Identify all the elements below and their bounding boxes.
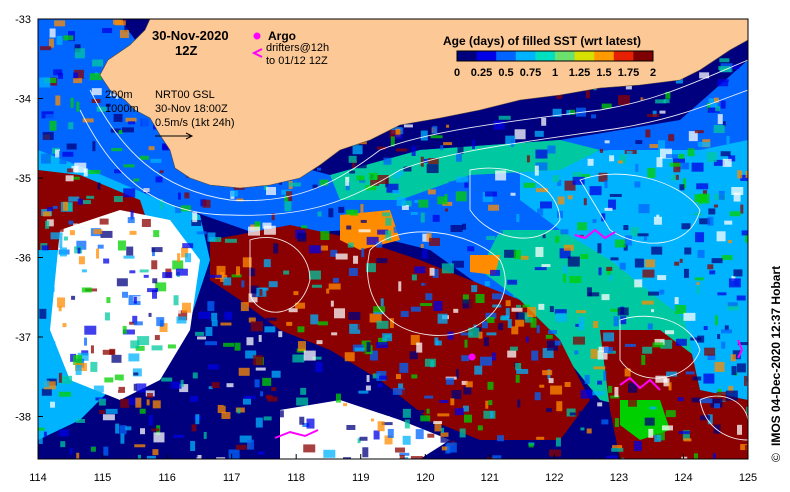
colorbar-tick-label: 1.75 [618, 67, 639, 79]
lon-tick-label: 122 [545, 472, 563, 484]
longitude-axis: 114 115 116 117 118 119 120 121 122 123 124 125 [29, 454, 757, 484]
colorbar-tick-label: 0.5 [498, 67, 513, 79]
colorbar-swatch [633, 51, 654, 61]
lat-tick-label: -38 [15, 412, 31, 424]
lon-tick-label: 114 [29, 472, 47, 484]
lon-tick-label: 124 [674, 472, 692, 484]
colorbar-tick-label: 1 [552, 67, 558, 79]
colorbar-tick-label: 0 [454, 67, 460, 79]
colorbar-tick-label: 1.25 [569, 67, 590, 79]
colorbar-title: Age (days) of filled SST (wrt latest) [443, 34, 641, 48]
argo-float-marker [468, 353, 476, 361]
drifter-tracks [274, 228, 744, 439]
sst-region-darkred [210, 225, 590, 440]
sst-region-lightblue-se [680, 290, 748, 400]
colorbar-swatch [515, 51, 536, 61]
lon-tick-label: 123 [610, 472, 628, 484]
colorbar-ticks: 0 0.25 0.5 0.75 1 1.25 1.5 1.75 2 [454, 67, 656, 79]
velocity-scale-arrow [155, 132, 194, 140]
drifter-legend-label-1: drifters@12h [266, 42, 329, 54]
lon-tick-label: 121 [481, 472, 499, 484]
product-label-1: NRT00 GSL [155, 89, 215, 101]
drifter-legend-label-2: to 01/12 12Z [266, 55, 328, 67]
date-label: 30-Nov-2020 [152, 28, 229, 43]
colorbar-swatch [476, 51, 497, 61]
lon-tick-label: 118 [287, 472, 305, 484]
product-label-3: 0.5m/s (1kt 24h) [155, 117, 234, 129]
colorbar-tick-label: 2 [650, 67, 656, 79]
product-label-2: 30-Nov 18:00Z [155, 103, 228, 115]
lat-tick-label: -33 [15, 14, 31, 26]
argo-legend-label: Argo [268, 29, 296, 43]
colorbar [456, 50, 654, 62]
lon-tick-label: 115 [94, 472, 112, 484]
colorbar-swatch [535, 51, 556, 61]
depth-200-label: 200m [105, 89, 133, 101]
copyright-symbol: © [769, 453, 783, 462]
colorbar-swatch [457, 51, 478, 61]
hour-label: 12Z [175, 43, 197, 58]
latitude-axis: -33 -34 -35 -36 -37 -38 [15, 14, 43, 424]
lon-tick-label: 116 [158, 472, 176, 484]
colorbar-swatch [555, 51, 576, 61]
bathymetry-contours [79, 59, 748, 441]
lon-tick-label: 120 [416, 472, 434, 484]
plot-frame [37, 18, 749, 460]
lat-tick-label: -34 [15, 94, 31, 106]
colorbar-swatch [574, 51, 595, 61]
lat-tick-label: -37 [15, 332, 31, 344]
lat-tick-label: -36 [15, 253, 31, 265]
depth-1000-label: 1000m [105, 103, 139, 115]
drifter-legend-icon [251, 48, 263, 58]
colorbar-swatch [496, 51, 517, 61]
colorbar-swatch [594, 51, 615, 61]
argo-legend-icon [253, 32, 261, 40]
lon-tick-label: 117 [223, 472, 241, 484]
credit-label: IMOS 04-Dec-2020 12:37 Hobart [769, 266, 783, 446]
lon-tick-label: 125 [739, 472, 757, 484]
colorbar-tick-label: 0.75 [520, 67, 541, 79]
colorbar-swatch [613, 51, 634, 61]
lat-tick-label: -35 [15, 173, 31, 185]
colorbar-tick-label: 1.5 [596, 67, 611, 79]
colorbar-tick-label: 0.25 [471, 67, 492, 79]
colorbar-frame [456, 50, 654, 62]
lon-tick-label: 119 [352, 472, 370, 484]
